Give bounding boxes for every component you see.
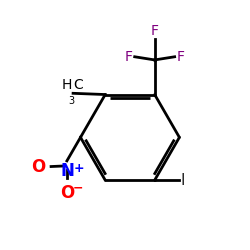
Text: +: + — [73, 162, 84, 174]
Text: −: − — [73, 182, 83, 195]
Text: C: C — [73, 78, 83, 92]
Text: O: O — [31, 158, 46, 176]
Text: F: F — [176, 50, 184, 64]
Text: H: H — [62, 78, 72, 92]
Text: I: I — [181, 173, 185, 188]
Text: O: O — [60, 184, 74, 202]
Text: F: F — [151, 24, 159, 38]
Text: 3: 3 — [68, 96, 74, 106]
Text: F: F — [125, 50, 133, 64]
Text: N: N — [60, 162, 74, 180]
